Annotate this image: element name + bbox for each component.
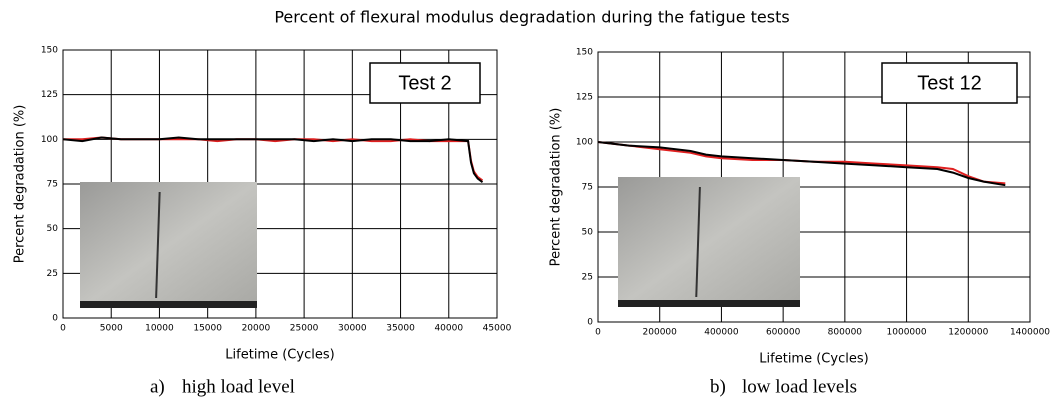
annotation: Test 12 [917, 72, 981, 94]
caption: high load level [182, 376, 295, 397]
caption-label: a) [150, 376, 165, 397]
y-axis-label: Percent degradation (%) [549, 108, 564, 267]
data-line [62, 136, 484, 183]
x-tick-label: 0 [60, 324, 66, 334]
x-axis-label: Lifetime (Cycles) [759, 352, 868, 367]
x-tick-label: 10000 [145, 324, 174, 334]
y-tick-label: 125 [41, 90, 58, 100]
x-tick-label: 20000 [242, 324, 271, 334]
x-tick-label: 30000 [338, 324, 367, 334]
x-tick-label: 25000 [290, 324, 319, 334]
x-tick-label: 15000 [193, 324, 222, 334]
x-tick-label: 35000 [386, 324, 415, 334]
figure-title: Percent of flexural modulus degradation … [274, 8, 789, 27]
x-tick-label: 5000 [100, 324, 123, 334]
annotation-box [369, 62, 481, 104]
x-tick-label: 40000 [434, 324, 463, 334]
y-tick-label: 50 [47, 224, 59, 234]
crack [695, 186, 701, 298]
photo-edge [618, 300, 800, 307]
y-tick-label: 100 [41, 135, 58, 145]
y-tick-label: 25 [47, 269, 58, 279]
y-tick-label: 75 [582, 183, 593, 193]
x-tick-label: 1200000 [948, 328, 988, 338]
crack [155, 191, 161, 299]
photo-edge [80, 301, 257, 308]
caption: low load levels [742, 376, 857, 397]
y-axis-label: Percent degradation (%) [13, 105, 28, 264]
x-tick-label: 0 [595, 328, 601, 338]
x-tick-label: 800000 [828, 328, 863, 338]
x-tick-label: 1000000 [887, 328, 927, 338]
specimen-photo [618, 177, 800, 307]
specimen-photo [80, 182, 257, 308]
x-tick-label: 45000 [483, 324, 512, 334]
x-tick-label: 1400000 [1010, 328, 1050, 338]
y-tick-label: 25 [582, 273, 593, 283]
x-axis-label: Lifetime (Cycles) [225, 348, 334, 363]
y-tick-label: 0 [587, 318, 593, 328]
y-tick-label: 75 [47, 180, 58, 190]
y-tick-label: 50 [582, 228, 594, 238]
y-tick-label: 0 [52, 314, 58, 324]
y-tick-label: 125 [576, 93, 593, 103]
x-tick-label: 600000 [766, 328, 801, 338]
annotation-box [881, 62, 1018, 104]
x-tick-label: 400000 [704, 328, 739, 338]
caption-label: b) [710, 376, 726, 397]
y-tick-label: 100 [576, 138, 593, 148]
y-tick-label: 150 [576, 48, 593, 58]
x-tick-label: 200000 [643, 328, 678, 338]
y-tick-label: 150 [41, 46, 58, 56]
data-line [597, 141, 1006, 187]
annotation: Test 2 [398, 72, 451, 94]
